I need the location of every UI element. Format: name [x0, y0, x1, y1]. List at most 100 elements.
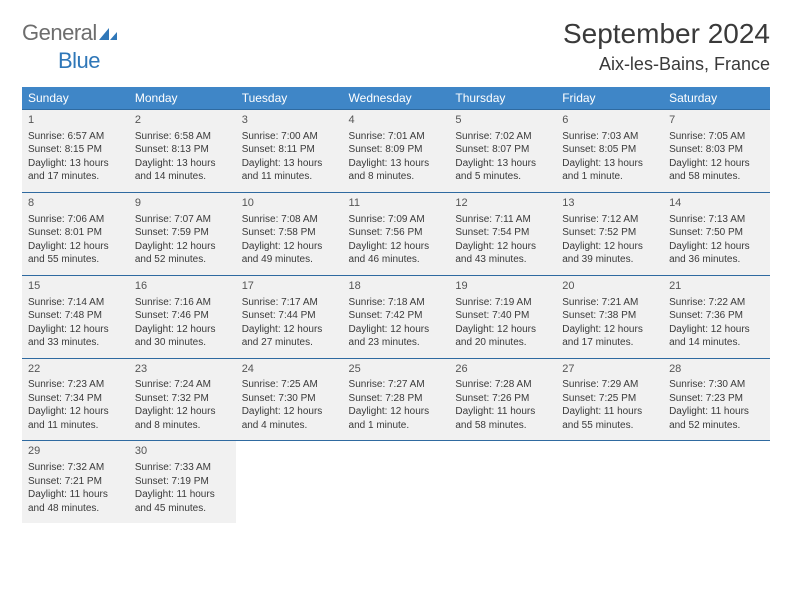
day-number: 20 [562, 279, 657, 294]
sunrise-text: Sunrise: 7:30 AM [669, 378, 764, 392]
sunset-text: Sunset: 8:13 PM [135, 143, 230, 157]
sunset-text: Sunset: 7:19 PM [135, 475, 230, 489]
daylight-text: and 4 minutes. [242, 419, 337, 433]
daylight-text: and 17 minutes. [562, 336, 657, 350]
daylight-text: and 52 minutes. [669, 419, 764, 433]
sunset-text: Sunset: 7:25 PM [562, 392, 657, 406]
calendar-head: SundayMondayTuesdayWednesdayThursdayFrid… [22, 87, 770, 110]
sunset-text: Sunset: 8:09 PM [349, 143, 444, 157]
calendar-empty-cell [236, 441, 343, 523]
sunrise-text: Sunrise: 7:06 AM [28, 213, 123, 227]
day-number: 27 [562, 362, 657, 377]
daylight-text: Daylight: 13 hours [242, 157, 337, 171]
sunset-text: Sunset: 7:48 PM [28, 309, 123, 323]
daylight-text: and 23 minutes. [349, 336, 444, 350]
sunset-text: Sunset: 8:01 PM [28, 226, 123, 240]
sunrise-text: Sunrise: 7:22 AM [669, 296, 764, 310]
sunrise-text: Sunrise: 7:12 AM [562, 213, 657, 227]
sunset-text: Sunset: 7:38 PM [562, 309, 657, 323]
sunrise-text: Sunrise: 7:08 AM [242, 213, 337, 227]
daylight-text: and 11 minutes. [28, 419, 123, 433]
daylight-text: and 52 minutes. [135, 253, 230, 267]
daylight-text: and 58 minutes. [669, 170, 764, 184]
sunset-text: Sunset: 7:50 PM [669, 226, 764, 240]
weekday-header: Friday [556, 87, 663, 110]
sunset-text: Sunset: 7:30 PM [242, 392, 337, 406]
day-number: 29 [28, 444, 123, 459]
daylight-text: and 30 minutes. [135, 336, 230, 350]
daylight-text: and 55 minutes. [28, 253, 123, 267]
brand-name-b: Blue [58, 48, 100, 74]
calendar-day-cell: 27Sunrise: 7:29 AMSunset: 7:25 PMDayligh… [556, 358, 663, 441]
calendar-day-cell: 6Sunrise: 7:03 AMSunset: 8:05 PMDaylight… [556, 110, 663, 193]
daylight-text: Daylight: 13 hours [28, 157, 123, 171]
brand-logo: General Blue [22, 20, 119, 74]
sunset-text: Sunset: 7:44 PM [242, 309, 337, 323]
calendar-week-row: 1Sunrise: 6:57 AMSunset: 8:15 PMDaylight… [22, 110, 770, 193]
day-number: 10 [242, 196, 337, 211]
day-number: 2 [135, 113, 230, 128]
sunrise-text: Sunrise: 7:18 AM [349, 296, 444, 310]
daylight-text: Daylight: 12 hours [669, 157, 764, 171]
weekday-header: Monday [129, 87, 236, 110]
title-block: September 2024 Aix-les-Bains, France [563, 18, 770, 75]
sunset-text: Sunset: 8:11 PM [242, 143, 337, 157]
calendar-day-cell: 13Sunrise: 7:12 AMSunset: 7:52 PMDayligh… [556, 192, 663, 275]
day-number: 22 [28, 362, 123, 377]
weekday-header: Tuesday [236, 87, 343, 110]
daylight-text: Daylight: 11 hours [135, 488, 230, 502]
calendar-day-cell: 16Sunrise: 7:16 AMSunset: 7:46 PMDayligh… [129, 275, 236, 358]
daylight-text: Daylight: 12 hours [28, 323, 123, 337]
sunrise-text: Sunrise: 7:05 AM [669, 130, 764, 144]
daylight-text: and 1 minute. [349, 419, 444, 433]
location: Aix-les-Bains, France [563, 54, 770, 75]
calendar-empty-cell [343, 441, 450, 523]
sunrise-text: Sunrise: 7:14 AM [28, 296, 123, 310]
day-number: 5 [455, 113, 550, 128]
daylight-text: and 39 minutes. [562, 253, 657, 267]
calendar-day-cell: 17Sunrise: 7:17 AMSunset: 7:44 PMDayligh… [236, 275, 343, 358]
calendar-day-cell: 22Sunrise: 7:23 AMSunset: 7:34 PMDayligh… [22, 358, 129, 441]
sunset-text: Sunset: 7:40 PM [455, 309, 550, 323]
daylight-text: and 48 minutes. [28, 502, 123, 516]
sunset-text: Sunset: 8:15 PM [28, 143, 123, 157]
sunset-text: Sunset: 8:03 PM [669, 143, 764, 157]
calendar-body: 1Sunrise: 6:57 AMSunset: 8:15 PMDaylight… [22, 110, 770, 524]
sunset-text: Sunset: 7:34 PM [28, 392, 123, 406]
day-number: 3 [242, 113, 337, 128]
day-number: 13 [562, 196, 657, 211]
calendar-empty-cell [556, 441, 663, 523]
month-title: September 2024 [563, 18, 770, 50]
daylight-text: Daylight: 12 hours [455, 240, 550, 254]
day-number: 6 [562, 113, 657, 128]
sunrise-text: Sunrise: 7:21 AM [562, 296, 657, 310]
daylight-text: Daylight: 12 hours [242, 323, 337, 337]
sunrise-text: Sunrise: 7:07 AM [135, 213, 230, 227]
calendar-day-cell: 14Sunrise: 7:13 AMSunset: 7:50 PMDayligh… [663, 192, 770, 275]
calendar-day-cell: 7Sunrise: 7:05 AMSunset: 8:03 PMDaylight… [663, 110, 770, 193]
day-number: 30 [135, 444, 230, 459]
daylight-text: and 8 minutes. [135, 419, 230, 433]
calendar-day-cell: 2Sunrise: 6:58 AMSunset: 8:13 PMDaylight… [129, 110, 236, 193]
sunrise-text: Sunrise: 7:27 AM [349, 378, 444, 392]
calendar-week-row: 15Sunrise: 7:14 AMSunset: 7:48 PMDayligh… [22, 275, 770, 358]
daylight-text: Daylight: 13 hours [135, 157, 230, 171]
daylight-text: and 20 minutes. [455, 336, 550, 350]
day-number: 24 [242, 362, 337, 377]
sunrise-text: Sunrise: 7:29 AM [562, 378, 657, 392]
day-number: 25 [349, 362, 444, 377]
daylight-text: Daylight: 12 hours [349, 323, 444, 337]
day-number: 8 [28, 196, 123, 211]
daylight-text: Daylight: 12 hours [349, 405, 444, 419]
sunrise-text: Sunrise: 7:24 AM [135, 378, 230, 392]
day-number: 18 [349, 279, 444, 294]
sunrise-text: Sunrise: 7:33 AM [135, 461, 230, 475]
sunset-text: Sunset: 7:54 PM [455, 226, 550, 240]
calendar-week-row: 22Sunrise: 7:23 AMSunset: 7:34 PMDayligh… [22, 358, 770, 441]
daylight-text: and 58 minutes. [455, 419, 550, 433]
calendar-day-cell: 11Sunrise: 7:09 AMSunset: 7:56 PMDayligh… [343, 192, 450, 275]
calendar-day-cell: 9Sunrise: 7:07 AMSunset: 7:59 PMDaylight… [129, 192, 236, 275]
sunrise-text: Sunrise: 7:03 AM [562, 130, 657, 144]
sunrise-text: Sunrise: 7:13 AM [669, 213, 764, 227]
sunset-text: Sunset: 7:28 PM [349, 392, 444, 406]
